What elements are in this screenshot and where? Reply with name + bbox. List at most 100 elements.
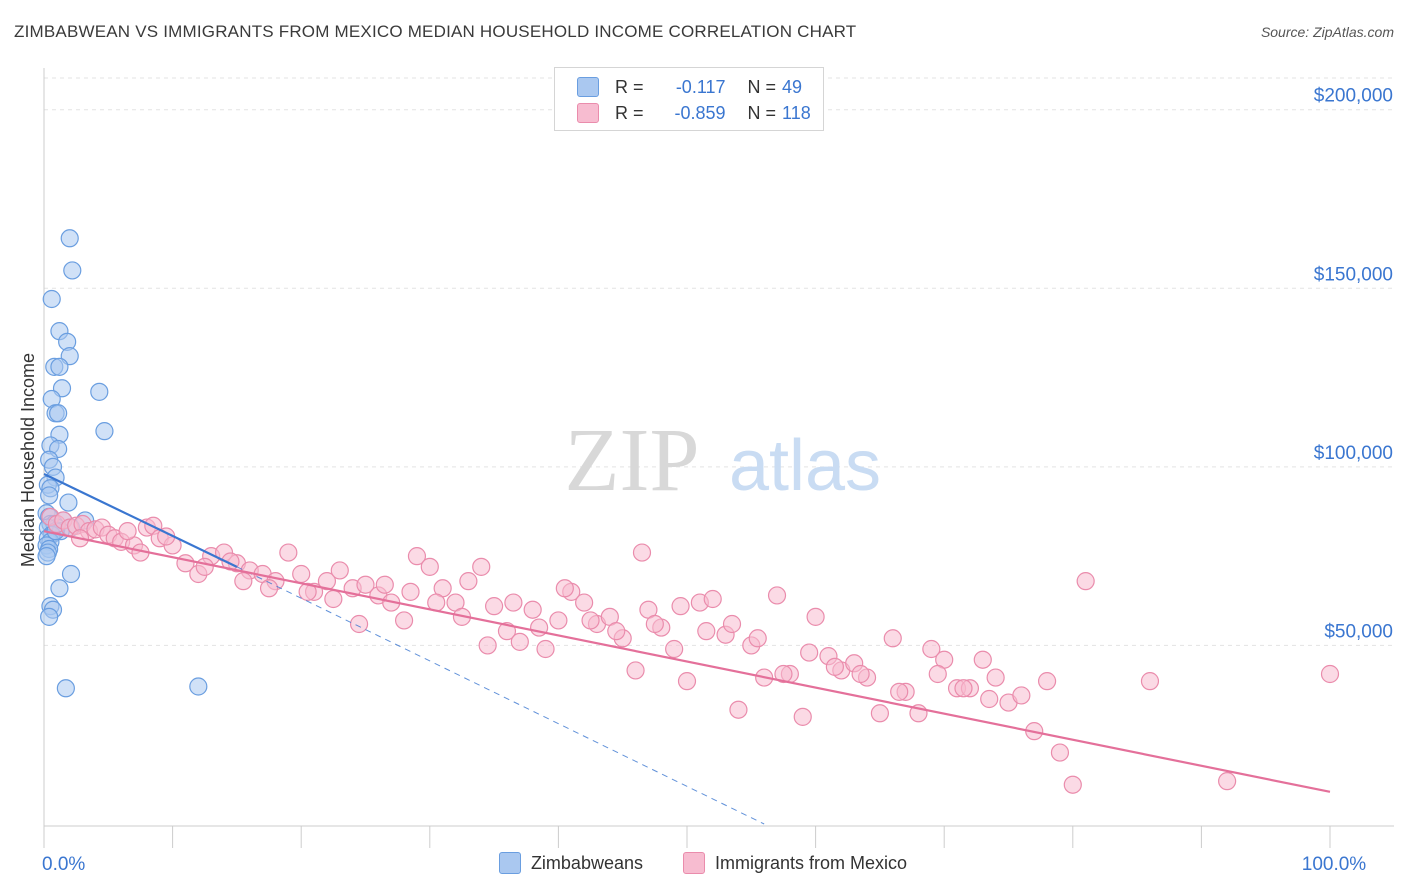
point-mexico-40 xyxy=(472,557,491,576)
y-tick-label-0: $50,000 xyxy=(1324,621,1393,642)
point-zimbabweans-12 xyxy=(49,404,68,423)
point-zimbabweans-40 xyxy=(37,547,56,566)
point-mexico-43 xyxy=(510,632,529,651)
point-mexico-101 xyxy=(375,575,394,594)
point-zimbabweans-13 xyxy=(95,422,114,441)
point-mexico-110 xyxy=(607,622,626,641)
legend-n-value: 118 xyxy=(782,102,811,123)
point-mexico-36 xyxy=(420,557,439,576)
series-legend-mexico: Immigrants from Mexico xyxy=(683,852,907,874)
point-mexico-26 xyxy=(292,564,311,584)
point-zimbabweans-46 xyxy=(56,679,75,698)
point-zimbabweans-23 xyxy=(59,493,78,512)
x-tick-label-1: 100.0% xyxy=(1302,854,1367,875)
point-mexico-88 xyxy=(1140,672,1160,691)
series-swatch-zimbabweans xyxy=(498,852,521,874)
axes xyxy=(43,68,1394,848)
y-axis-label: Median Household Income xyxy=(18,353,38,567)
point-zimbabweans-9 xyxy=(90,382,109,401)
point-mexico-112 xyxy=(671,597,690,616)
point-mexico-48 xyxy=(575,593,594,612)
point-mexico-75 xyxy=(922,639,941,659)
point-zimbabweans-7 xyxy=(50,357,69,376)
legend-row-zimbabweans: R = -0.117 N = 49 xyxy=(577,75,802,99)
point-zimbabweans-42 xyxy=(50,579,69,598)
point-mexico-29 xyxy=(330,561,349,580)
point-mexico-80 xyxy=(986,668,1005,687)
gridlines xyxy=(44,77,1394,646)
series-label-zimbabweans: Zimbabweans xyxy=(530,852,643,873)
point-mexico-122 xyxy=(954,679,973,698)
point-mexico-119 xyxy=(851,664,870,684)
point-mexico-79 xyxy=(973,650,992,669)
point-mexico-95 xyxy=(195,557,214,576)
point-mexico-91 xyxy=(632,543,652,562)
chart-title: ZIMBABWEAN VS IMMIGRANTS FROM MEXICO MED… xyxy=(14,22,857,41)
point-mexico-105 xyxy=(478,636,497,655)
point-mexico-123 xyxy=(980,689,999,709)
point-mexico-55 xyxy=(665,639,684,659)
point-mexico-60 xyxy=(729,700,748,719)
series-label-mexico: Immigrants from Mexico xyxy=(715,852,908,873)
watermark-zip: ZIP xyxy=(565,411,700,510)
point-mexico-93 xyxy=(118,522,137,541)
point-mexico-121 xyxy=(928,664,947,684)
point-mexico-56 xyxy=(677,672,697,691)
legend-n-value: 49 xyxy=(782,76,803,97)
point-mexico-106 xyxy=(504,593,523,612)
point-mexico-116 xyxy=(774,664,793,684)
point-mexico-85 xyxy=(1050,743,1070,762)
legend-r-label: R = xyxy=(615,102,644,123)
trend-extension-zimbabweans xyxy=(236,566,765,825)
point-mexico-71 xyxy=(870,704,890,723)
point-mexico-34 xyxy=(394,611,414,630)
point-zimbabweans-0 xyxy=(60,229,79,248)
legend-r-value: -0.117 xyxy=(675,76,726,97)
point-mexico-41 xyxy=(485,597,504,616)
legend-swatch-mexico xyxy=(577,103,599,123)
trend-lines xyxy=(43,473,1331,825)
series-legend: Zimbabweans Immigrants from Mexico xyxy=(0,852,1406,874)
point-zimbabweans-1 xyxy=(63,261,82,280)
legend-n-label: N = xyxy=(747,102,777,123)
point-zimbabweans-22 xyxy=(40,486,59,505)
axis-labels: $50,000 $100,000 $150,000 $200,000 0.0% 100.0… xyxy=(18,86,1393,875)
point-mexico-117 xyxy=(800,643,819,662)
point-mexico-63 xyxy=(767,586,787,605)
point-zimbabweans-41 xyxy=(61,564,81,584)
data-points xyxy=(37,229,1340,794)
legend-n-label: N = xyxy=(747,76,777,97)
point-mexico-82 xyxy=(1012,686,1031,705)
point-mexico-90 xyxy=(1320,664,1340,684)
point-mexico-125 xyxy=(234,572,253,591)
legend-row-mexico: R = -0.859 N = 118 xyxy=(577,101,811,125)
point-mexico-46 xyxy=(549,611,568,630)
source-label: Source: ZipAtlas.com xyxy=(1260,24,1394,40)
point-mexico-52 xyxy=(626,661,645,680)
point-mexico-97 xyxy=(259,579,279,598)
point-mexico-114 xyxy=(722,614,742,634)
point-mexico-72 xyxy=(883,629,902,648)
point-mexico-65 xyxy=(793,707,812,726)
point-mexico-25 xyxy=(279,543,298,562)
point-zimbabweans-47 xyxy=(189,677,208,696)
point-mexico-111 xyxy=(645,614,664,634)
y-tick-label-1: $100,000 xyxy=(1314,443,1393,464)
legend-swatch-zimbabweans xyxy=(577,77,599,97)
series-swatch-mexico xyxy=(683,852,705,874)
point-mexico-28 xyxy=(317,572,337,591)
legend-r-value: -0.859 xyxy=(674,102,726,123)
point-mexico-109 xyxy=(581,611,600,630)
y-tick-label-3: $200,000 xyxy=(1314,86,1393,107)
series-legend-zimbabweans: Zimbabweans xyxy=(498,852,643,874)
point-mexico-118 xyxy=(825,657,844,676)
point-mexico-99 xyxy=(324,589,343,609)
point-mexico-102 xyxy=(401,582,420,601)
legend-r-label: R = xyxy=(615,76,644,97)
watermark-atlas: atlas xyxy=(729,426,881,506)
point-mexico-100 xyxy=(349,614,369,634)
point-mexico-66 xyxy=(806,607,825,626)
point-mexico-84 xyxy=(1037,672,1057,691)
point-zimbabweans-45 xyxy=(40,607,59,626)
